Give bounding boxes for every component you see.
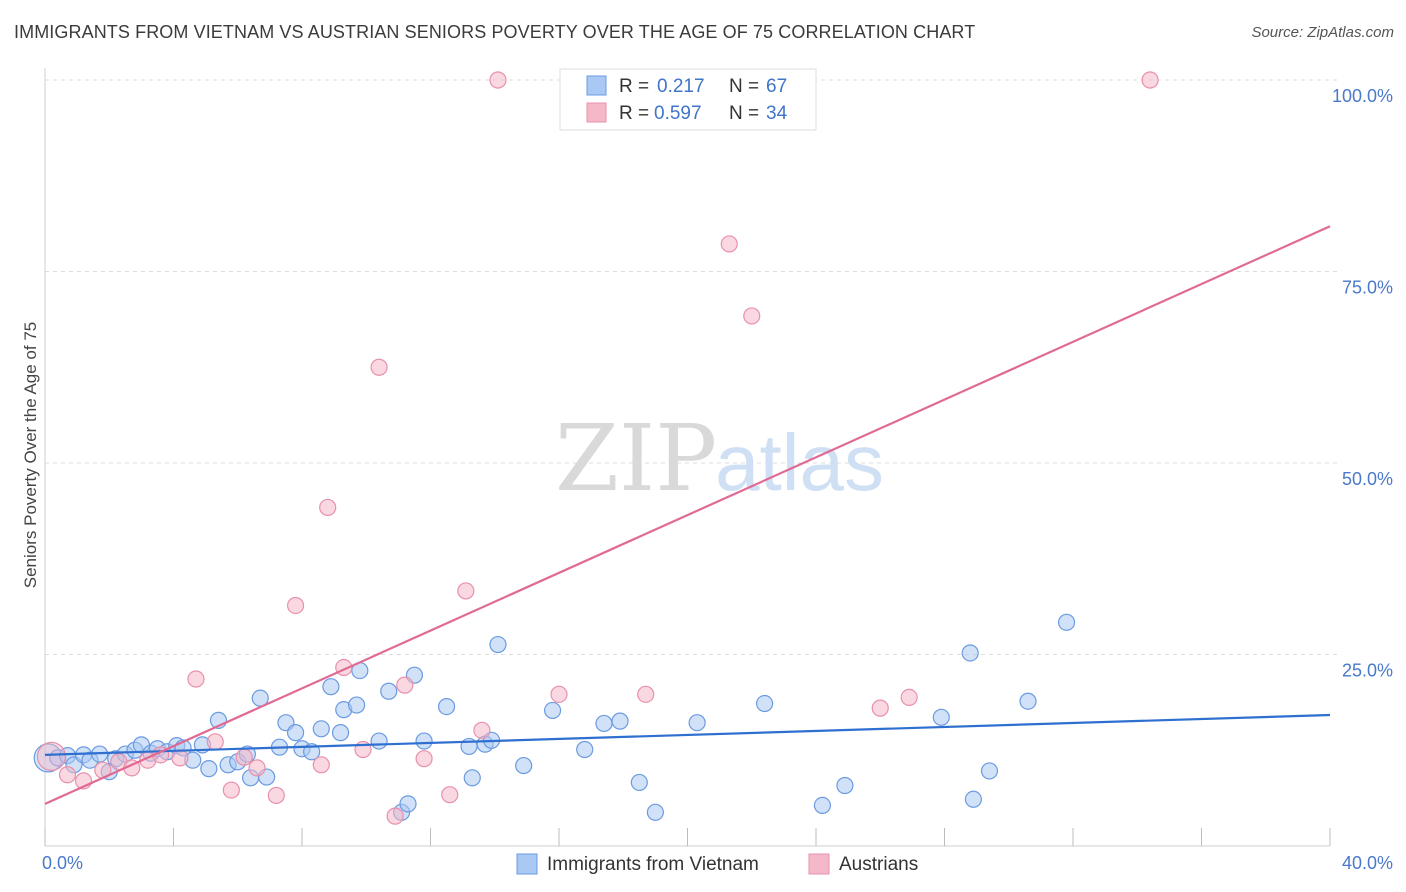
point-vietnam (322, 678, 340, 696)
point-vietnam (380, 682, 398, 700)
point-austrians (441, 786, 459, 804)
point-vietnam (1019, 692, 1037, 710)
point-austrians (312, 756, 330, 774)
x-tick-labels: 0.0% 40.0% (42, 853, 1393, 873)
legend-n-value-vietnam: 67 (766, 76, 787, 97)
point-vietnam (595, 714, 613, 733)
legend-r-value-austrians: 0.597 (654, 103, 702, 124)
point-vietnam (399, 795, 417, 813)
point-vietnam (932, 708, 950, 726)
legend-r-value-vietnam: 0.217 (657, 76, 705, 97)
point-vietnam (489, 635, 507, 654)
axes (44, 68, 1331, 847)
legend-r-label: R = (619, 103, 649, 124)
point-austrians (58, 766, 77, 784)
y-tick-label: 25.0% (1342, 661, 1393, 681)
point-vietnam (964, 790, 983, 808)
point-vietnam (200, 760, 218, 778)
trend-line-austrians (44, 225, 1331, 805)
point-vietnam (980, 762, 999, 780)
watermark-zip: ZIP (555, 405, 717, 512)
series-legend: Immigrants from Vietnam Austrians (516, 853, 918, 875)
point-vietnam (370, 732, 388, 750)
y-tick-label: 50.0% (1342, 469, 1393, 489)
bottom-legend-swatch-austrians (808, 853, 830, 875)
point-vietnam (348, 696, 366, 714)
point-vietnam (312, 720, 330, 738)
legend-n-value-austrians: 34 (766, 103, 788, 124)
legend-n-label: N = (729, 76, 759, 97)
point-vietnam (515, 756, 533, 775)
point-austrians (473, 721, 491, 739)
x-tick-label: 0.0% (42, 853, 83, 873)
point-austrians (743, 307, 761, 325)
legend-swatch-austrians (586, 102, 607, 123)
point-vietnam (1057, 613, 1076, 631)
point-austrians (871, 699, 889, 717)
grid-lines (45, 79, 1340, 655)
x-tick-label: 40.0% (1342, 853, 1393, 873)
legend-r-label: R = (619, 76, 649, 97)
point-austrians (370, 358, 388, 376)
point-austrians (36, 741, 67, 771)
point-austrians (267, 786, 285, 805)
correlation-legend: R = 0.217 N = 67 R = 0.597 N = 34 (559, 68, 817, 131)
point-vietnam (630, 773, 648, 792)
y-tick-labels: 25.0% 50.0% 75.0% 100.0% (1332, 86, 1393, 681)
point-austrians (457, 582, 475, 600)
bottom-legend-label-vietnam: Immigrants from Vietnam (547, 854, 759, 875)
point-austrians (286, 596, 305, 615)
point-vietnam (755, 694, 774, 713)
bottom-legend-swatch-vietnam (516, 853, 538, 875)
point-austrians (900, 688, 918, 706)
y-axis-label: Seniors Poverty Over the Age of 75 (21, 322, 40, 588)
chart-title: IMMIGRANTS FROM VIETNAM VS AUSTRIAN SENI… (14, 22, 976, 42)
point-austrians (171, 749, 189, 767)
point-austrians (235, 748, 253, 766)
data-points (33, 71, 1159, 825)
trend-line-vietnam (44, 713, 1331, 756)
point-vietnam (463, 769, 481, 787)
point-austrians (1141, 71, 1159, 89)
point-austrians (396, 676, 414, 694)
watermark-atlas: atlas (715, 418, 884, 507)
bottom-legend-label-austrians: Austrians (839, 854, 918, 875)
point-vietnam (437, 697, 456, 716)
point-austrians (222, 781, 240, 799)
point-vietnam (576, 740, 594, 759)
point-vietnam (646, 803, 664, 821)
legend-swatch-vietnam (586, 75, 607, 96)
legend-n-label: N = (729, 103, 759, 124)
point-vietnam (611, 712, 629, 730)
trend-lines (44, 225, 1331, 805)
y-tick-label: 75.0% (1342, 278, 1393, 298)
point-vietnam (331, 724, 350, 742)
point-vietnam (286, 724, 305, 742)
point-vietnam (415, 732, 433, 750)
source-credit: Source: ZipAtlas.com (1251, 24, 1394, 41)
point-vietnam (836, 776, 854, 795)
point-vietnam (961, 644, 979, 662)
point-austrians (415, 750, 433, 768)
point-austrians (637, 685, 655, 703)
point-austrians (386, 807, 404, 825)
y-tick-label: 100.0% (1332, 86, 1393, 106)
point-vietnam (543, 701, 562, 720)
point-austrians (720, 235, 738, 253)
point-austrians (489, 71, 507, 89)
point-austrians (206, 733, 224, 751)
point-vietnam (688, 714, 706, 732)
point-austrians (248, 759, 266, 777)
point-austrians (319, 498, 337, 517)
point-austrians (187, 670, 205, 688)
point-vietnam (813, 796, 832, 815)
point-austrians (550, 685, 568, 703)
